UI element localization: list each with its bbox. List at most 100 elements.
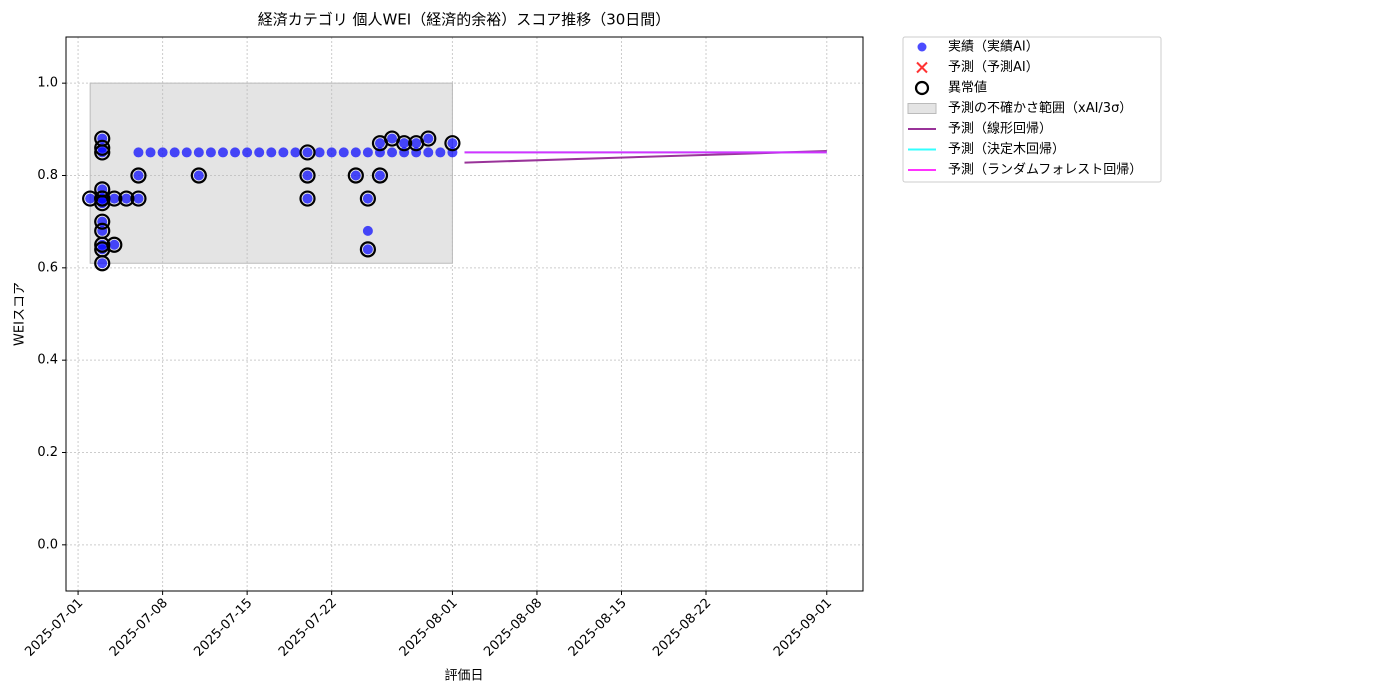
actual-point	[362, 225, 373, 236]
actual-point	[193, 170, 204, 181]
actual-point	[133, 193, 144, 204]
anomaly-marker	[299, 190, 316, 207]
anomaly-marker	[118, 190, 135, 207]
actual-point	[374, 170, 385, 181]
legend-label: 予測の不確かさ範囲（xAI/3σ）	[948, 100, 1132, 116]
anomaly-marker	[299, 144, 316, 161]
x-tick-label: 2025-07-08	[107, 596, 171, 660]
legend-swatch	[907, 103, 937, 114]
actual-point	[169, 147, 180, 158]
legend-label: 異常値	[948, 80, 987, 96]
actual-point	[447, 138, 458, 149]
actual-point	[97, 244, 108, 255]
legend-label: 実績（実績AI）	[948, 39, 1039, 55]
anomaly-marker	[347, 167, 364, 184]
actual-point	[302, 147, 313, 158]
anomaly-marker	[94, 213, 111, 230]
legend-label: 予測（ランダムフォレスト回帰）	[948, 162, 1142, 178]
y-axis-label: WEIスコア	[13, 282, 28, 346]
actual-point	[362, 193, 373, 204]
actual-point	[266, 147, 277, 158]
actual-point	[399, 138, 410, 149]
legend-swatch	[917, 42, 927, 52]
anomaly-marker	[130, 167, 147, 184]
legend-label: 予測（決定木回帰）	[948, 141, 1065, 157]
x-tick-label: 2025-07-01	[22, 596, 86, 660]
legend-swatch	[916, 61, 928, 74]
anomaly-marker	[299, 167, 316, 184]
actual-point	[362, 244, 373, 255]
actual-point	[230, 147, 241, 158]
x-tick-label: 2025-08-01	[397, 596, 461, 660]
actual-point	[157, 147, 168, 158]
legend-label: 予測（予測AI）	[948, 60, 1039, 75]
anomaly-marker	[371, 167, 389, 184]
anomaly-marker	[94, 181, 111, 198]
x-axis-label: 評価日	[444, 669, 483, 684]
x-tick-label: 2025-09-01	[771, 596, 835, 660]
actual-point	[362, 147, 373, 158]
actual-point	[109, 239, 120, 250]
actual-point	[302, 193, 313, 204]
actual-point	[387, 133, 398, 144]
anomaly-marker	[106, 190, 123, 207]
actual-point	[350, 147, 361, 158]
anomaly-marker	[396, 135, 413, 152]
chart-title: 経済カテゴリ 個人WEI（経済的余裕）スコア推移（30日間）	[258, 11, 671, 29]
actual-point	[181, 147, 192, 158]
actual-point	[109, 193, 120, 204]
x-tick-label: 2025-07-15	[191, 596, 255, 660]
anomaly-marker	[420, 130, 437, 147]
plot-frame	[65, 36, 864, 592]
legend-box	[902, 36, 1162, 183]
actual-point	[133, 170, 144, 181]
actual-point	[97, 258, 108, 269]
anomaly-marker	[106, 236, 123, 253]
anomaly-marker	[94, 190, 111, 207]
actual-point	[387, 147, 398, 158]
actual-point	[133, 147, 144, 158]
actual-point	[242, 147, 253, 158]
actual-point	[411, 138, 422, 149]
y-tick-label: 1.0	[37, 76, 58, 91]
anomaly-marker	[130, 190, 147, 207]
actual-point	[193, 147, 204, 158]
anomaly-marker	[444, 135, 461, 152]
actual-point	[205, 147, 216, 158]
anomaly-marker	[359, 241, 376, 258]
y-tick-label: 0.6	[37, 260, 58, 275]
actual-point	[121, 193, 132, 204]
actual-point	[254, 147, 265, 158]
actual-point	[423, 147, 434, 158]
y-tick-label: 0.2	[37, 445, 58, 460]
actual-point	[326, 147, 337, 158]
actual-point	[145, 147, 156, 158]
anomaly-marker	[359, 190, 376, 207]
anomaly-marker	[94, 139, 111, 156]
legend-label: 予測（線形回帰）	[948, 121, 1052, 137]
actual-point	[435, 147, 446, 158]
actual-point	[338, 147, 349, 158]
actual-point	[350, 170, 361, 181]
x-tick-label: 2025-08-22	[650, 596, 714, 660]
actual-point	[85, 193, 96, 204]
y-tick-label: 0.0	[37, 537, 58, 552]
actual-point	[374, 138, 385, 149]
anomaly-marker	[190, 167, 207, 184]
x-tick-label: 2025-08-08	[481, 596, 545, 660]
x-tick-label: 2025-08-15	[566, 596, 630, 660]
y-tick-label: 0.4	[37, 353, 58, 368]
anomaly-marker	[94, 130, 111, 147]
anomaly-marker	[94, 222, 111, 239]
actual-point	[423, 133, 434, 144]
legend-swatch	[914, 80, 930, 96]
y-tick-label: 0.8	[37, 168, 58, 183]
actual-point	[290, 147, 301, 158]
actual-point	[278, 147, 289, 158]
plot-area	[82, 82, 827, 272]
actual-point	[314, 147, 325, 158]
actual-point	[217, 147, 228, 158]
x-tick-label: 2025-07-22	[276, 596, 340, 660]
actual-point	[302, 170, 313, 181]
